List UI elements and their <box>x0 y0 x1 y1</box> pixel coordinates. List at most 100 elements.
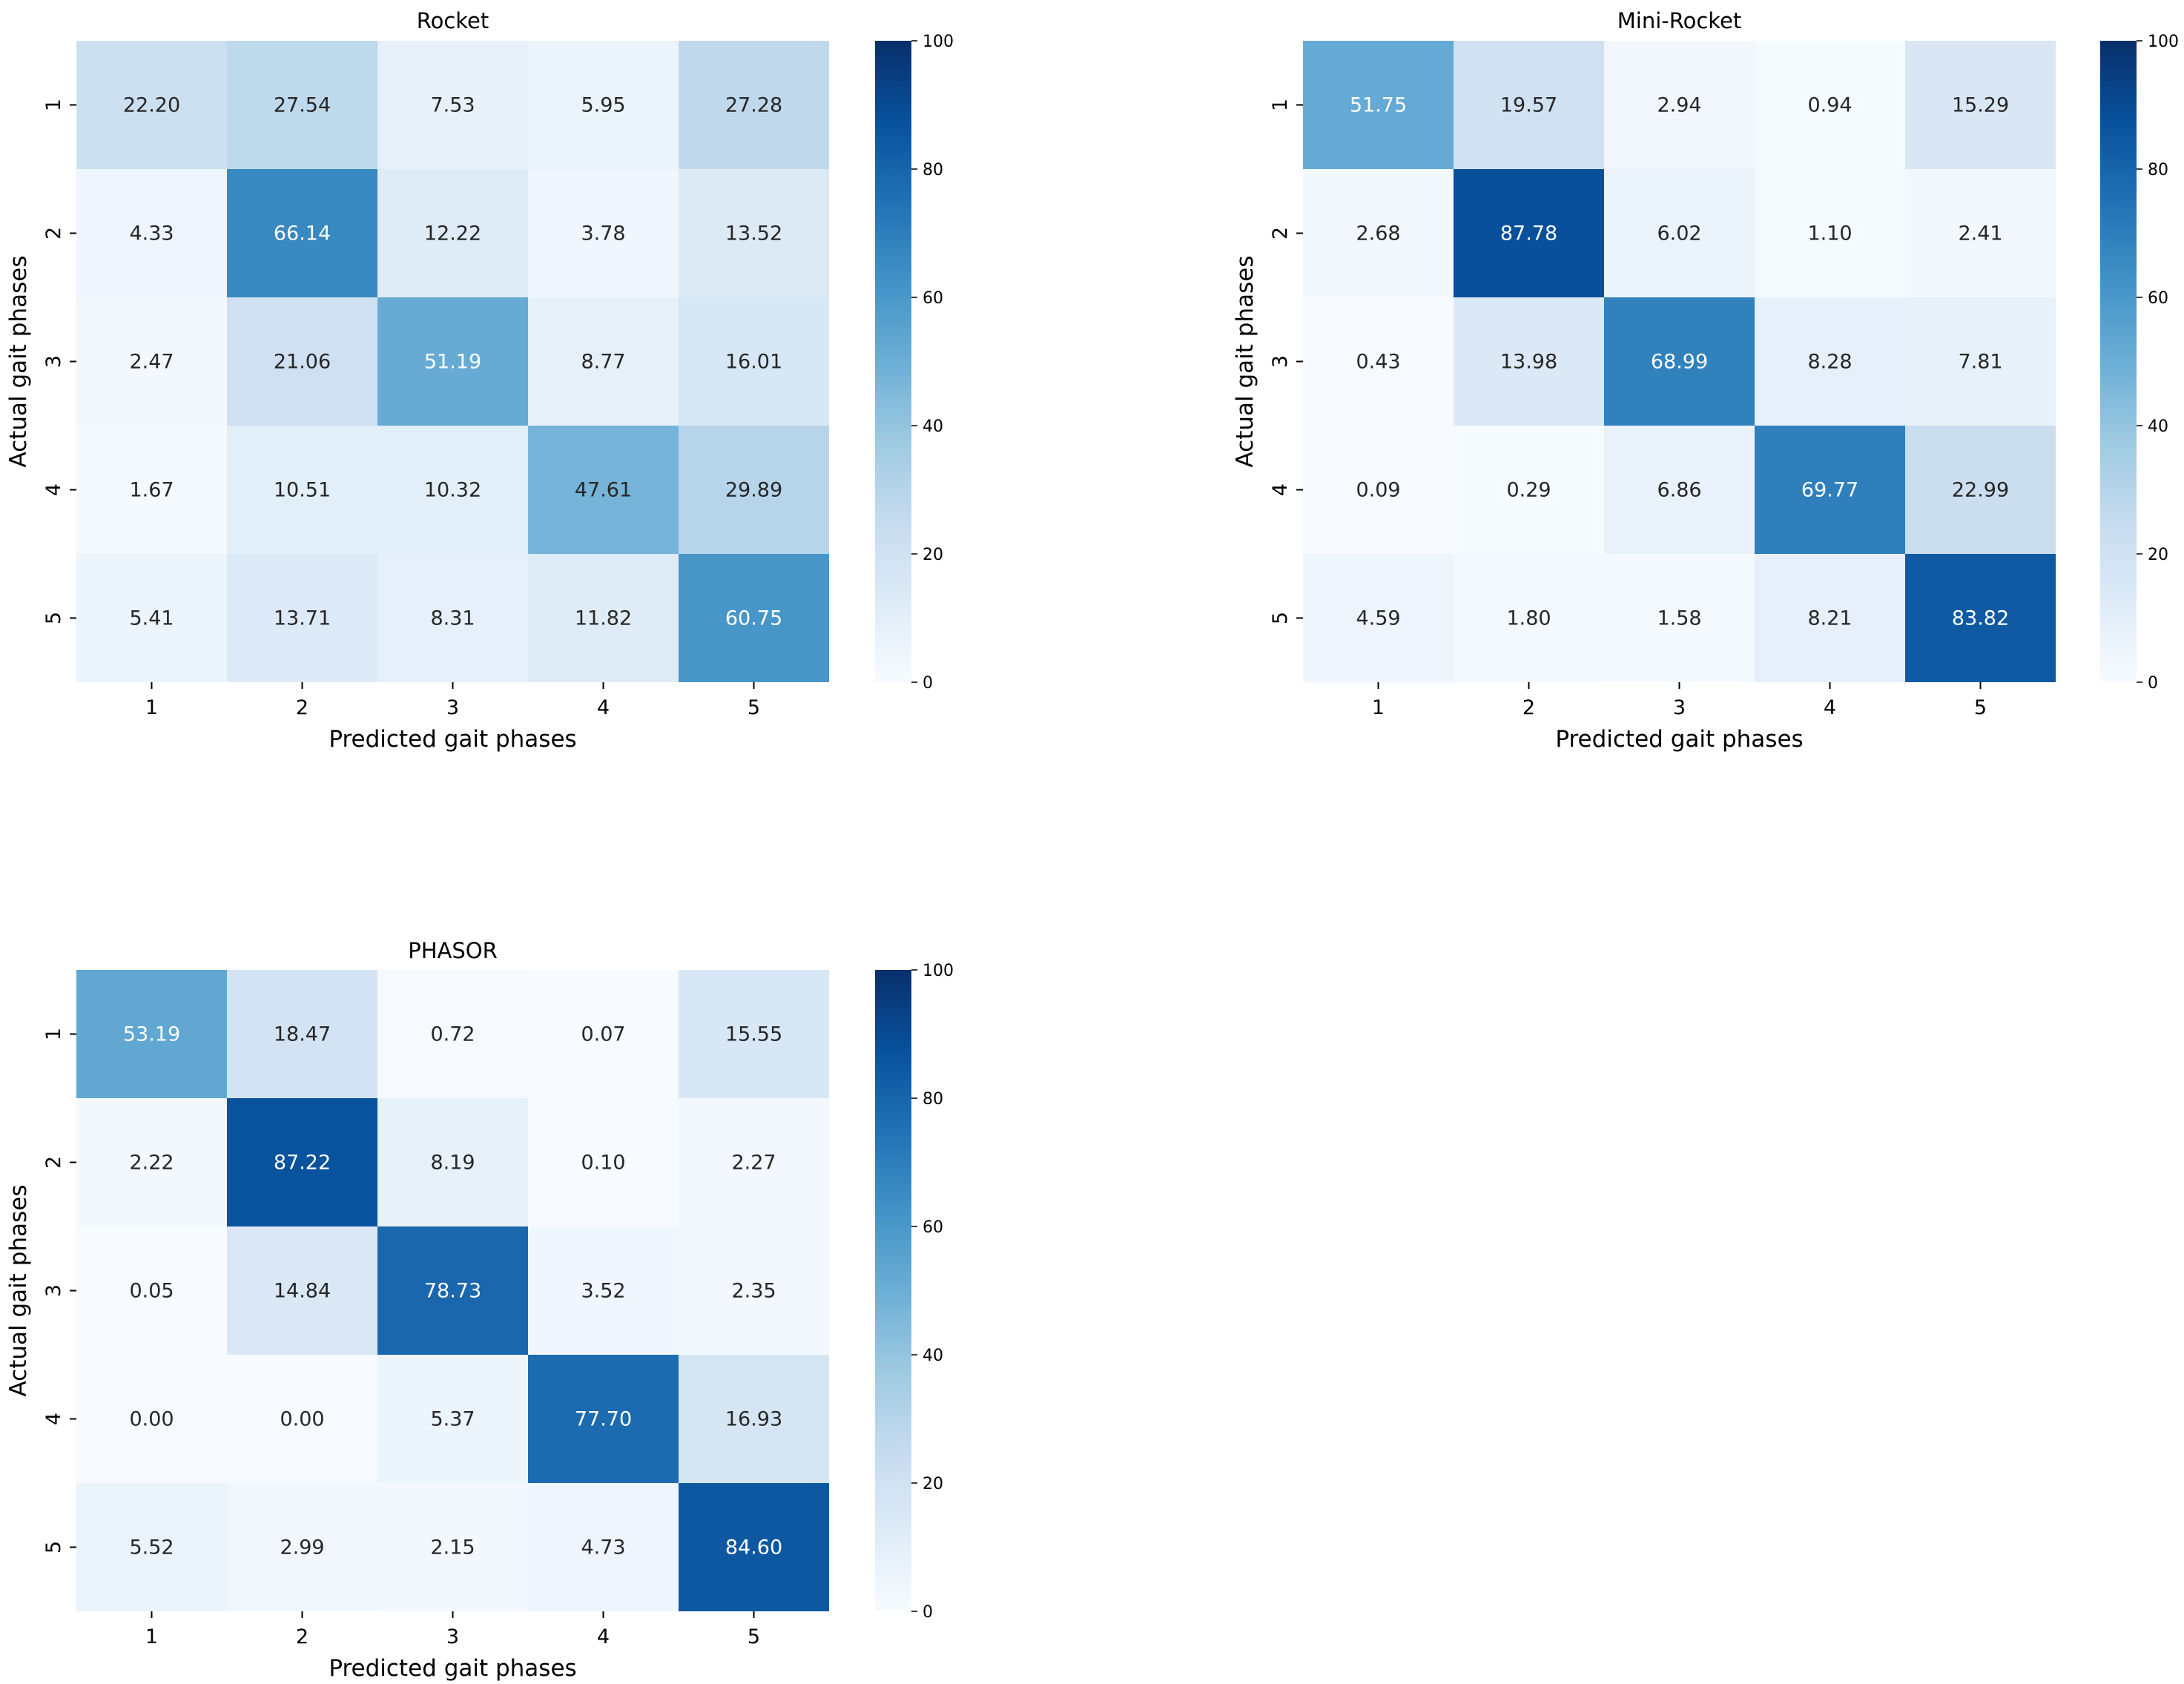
colorbar-tick-label: 0 <box>2148 674 2158 693</box>
cell-value-label: 16.01 <box>725 351 782 374</box>
x-axis-label: Predicted gait phases <box>329 726 576 753</box>
heatmap-cell <box>227 1355 377 1483</box>
colorbar-tick-label: 40 <box>923 417 943 436</box>
heatmap-cell <box>76 426 227 554</box>
cell-value-label: 22.20 <box>123 94 180 117</box>
cell-value-label: 77.70 <box>575 1408 632 1431</box>
heatmap-cell <box>377 554 528 682</box>
y-tick-label: 1 <box>42 1028 65 1040</box>
heatmap-cell <box>1454 426 1604 554</box>
panel-title: Rocket <box>417 8 489 33</box>
cell-value-label: 5.37 <box>430 1408 475 1431</box>
cell-value-label: 0.09 <box>1356 479 1400 502</box>
cell-value-label: 15.55 <box>725 1023 782 1046</box>
cell-value-label: 2.99 <box>280 1536 324 1559</box>
cell-value-label: 5.52 <box>129 1536 174 1559</box>
cell-value-label: 69.77 <box>1801 479 1858 502</box>
heatmap-cell <box>377 297 528 426</box>
y-tick-label: 2 <box>42 1156 65 1169</box>
colorbar-tick-label: 100 <box>923 962 954 980</box>
cell-value-label: 68.99 <box>1651 351 1708 374</box>
cell-value-label: 3.52 <box>581 1280 625 1303</box>
cell-value-label: 10.51 <box>274 479 331 502</box>
cell-value-label: 5.95 <box>581 94 625 117</box>
cell-value-label: 21.06 <box>274 351 331 374</box>
cell-value-label: 2.41 <box>1958 222 2002 245</box>
cell-value-label: 87.22 <box>274 1152 331 1175</box>
heatmap-cell <box>76 1226 227 1355</box>
x-tick-label: 2 <box>296 696 309 719</box>
heatmap-cell <box>76 554 227 682</box>
heatmap-cell <box>377 41 528 169</box>
cell-value-label: 0.00 <box>280 1408 324 1431</box>
heatmap-cell <box>1303 554 1454 682</box>
colorbar-tick-label: 0 <box>923 1603 933 1622</box>
colorbar-tick-label: 60 <box>2148 289 2168 308</box>
heatmap-cell <box>1454 297 1604 426</box>
cell-value-label: 0.10 <box>581 1152 625 1175</box>
heatmap-cell <box>227 554 377 682</box>
heatmap-cell <box>528 1483 679 1611</box>
colorbar <box>875 970 911 1611</box>
heatmap-cell <box>1454 41 1604 169</box>
cell-value-label: 83.82 <box>1952 607 2009 630</box>
heatmap-cell <box>1755 169 1905 297</box>
heatmap-cell <box>1755 297 1905 426</box>
heatmap-cell <box>1905 426 2056 554</box>
cell-value-label: 8.31 <box>430 607 475 630</box>
cell-value-label: 0.00 <box>129 1408 174 1431</box>
heatmap-cell <box>1755 554 1905 682</box>
cell-value-label: 5.41 <box>129 607 174 630</box>
cell-value-label: 0.07 <box>581 1023 625 1046</box>
heatmap-panel-2: Mini-Rocket 51.75 19.57 2.94 0.94 15.29 2.68 87… <box>1232 8 2179 753</box>
colorbar <box>875 41 911 682</box>
x-tick-label: 1 <box>145 696 158 719</box>
cell-value-label: 6.86 <box>1657 479 1701 502</box>
heatmap-cell <box>227 426 377 554</box>
cell-value-label: 47.61 <box>575 479 632 502</box>
x-tick-label: 1 <box>145 1625 158 1648</box>
heatmap-cell <box>227 970 377 1098</box>
cell-value-label: 12.22 <box>424 222 481 245</box>
colorbar-tick-label: 40 <box>2148 417 2168 436</box>
cell-value-label: 13.71 <box>274 607 331 630</box>
heatmap-cell <box>528 1226 679 1355</box>
colorbar-tick-label: 20 <box>923 1475 943 1493</box>
heatmap-cell <box>227 297 377 426</box>
cell-value-label: 0.05 <box>129 1280 174 1303</box>
heatmap-cell <box>1905 41 2056 169</box>
heatmap-cell <box>528 1355 679 1483</box>
cell-value-label: 51.19 <box>424 351 481 374</box>
heatmap-cell <box>528 1098 679 1226</box>
x-tick-label: 4 <box>597 1625 610 1648</box>
y-tick-label: 3 <box>1269 355 1292 368</box>
colorbar-tick-label: 60 <box>923 1218 943 1237</box>
heatmap-cell <box>227 41 377 169</box>
y-tick-label: 3 <box>42 355 65 368</box>
heatmap-cell <box>227 1226 377 1355</box>
heatmap-cell <box>377 970 528 1098</box>
cell-value-label: 22.99 <box>1952 479 2009 502</box>
cell-value-label: 2.35 <box>731 1280 776 1303</box>
cell-value-label: 1.80 <box>1506 607 1551 630</box>
heatmap-cell <box>377 1226 528 1355</box>
cell-value-label: 4.73 <box>581 1536 625 1559</box>
cell-value-label: 8.28 <box>1807 351 1852 374</box>
y-tick-label: 5 <box>42 612 65 624</box>
cell-value-label: 66.14 <box>274 222 331 245</box>
cell-value-label: 2.15 <box>430 1536 475 1559</box>
colorbar-tick-label: 20 <box>2148 546 2168 564</box>
heatmap-cell <box>528 41 679 169</box>
heatmap-cell <box>1303 297 1454 426</box>
heatmap-cell <box>1303 169 1454 297</box>
cell-value-label: 6.02 <box>1657 222 1701 245</box>
heatmap-cell <box>528 169 679 297</box>
y-axis-label: Actual gait phases <box>5 256 32 468</box>
heatmap-cell <box>1604 297 1755 426</box>
heatmap-cell <box>679 297 829 426</box>
cell-value-label: 19.57 <box>1500 94 1557 117</box>
colorbar-tick-label: 40 <box>923 1347 943 1365</box>
y-axis-label: Actual gait phases <box>1232 256 1258 468</box>
heatmap-cell <box>1454 554 1604 682</box>
heatmap-cell <box>1303 41 1454 169</box>
